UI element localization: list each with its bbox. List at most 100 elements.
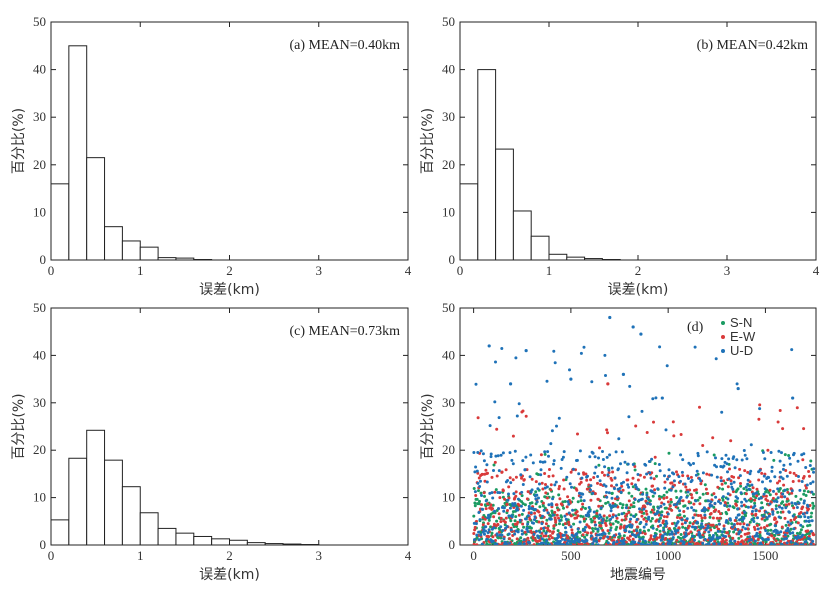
point-e-w [700,516,704,520]
point-u-d [759,496,763,500]
point-u-d [541,514,545,518]
point-u-d [631,463,635,466]
point-e-w [790,491,794,495]
point-u-d [629,542,633,545]
point-e-w [671,420,675,424]
point-s-n [564,478,568,482]
point-u-d [777,531,780,535]
point-s-n [513,519,517,523]
point-e-w [599,483,603,486]
point-u-d [779,475,783,479]
histogram-bar [477,69,497,261]
point-s-n [730,522,734,526]
point-e-w [719,476,723,480]
point-u-d [799,523,803,527]
point-u-d [658,469,662,473]
point-e-w [611,470,615,474]
point-e-w [776,420,780,424]
point-u-d [661,534,665,538]
point-s-n [638,528,642,532]
point-e-w [494,539,497,542]
point-u-d [613,487,616,491]
point-s-n [701,492,705,496]
point-s-n [489,525,493,529]
point-u-d [498,491,502,495]
point-e-w [768,488,772,492]
point-s-n [550,511,554,515]
point-u-d [696,451,700,455]
point-e-w [611,501,615,505]
point-u-d [502,509,506,513]
point-e-w [785,497,789,501]
point-u-d [547,454,550,458]
histogram-bar [50,183,70,261]
point-s-n [479,491,483,495]
point-u-d [746,505,750,509]
y-tick-label: 0 [40,252,47,267]
point-e-w [541,487,545,491]
point-u-d [791,531,795,535]
point-e-w [626,478,630,482]
point-u-d [768,479,772,483]
point-e-w [533,511,537,515]
point-u-d [609,517,613,521]
point-u-d [751,509,754,513]
point-e-w [499,520,503,524]
point-e-w [605,428,609,432]
point-u-d [497,507,500,511]
outlier-point [487,344,491,348]
point-s-n [784,523,788,527]
point-u-d [657,463,661,466]
point-u-d [492,469,495,472]
point-u-d [624,506,628,510]
point-u-d [591,491,595,495]
point-s-n [560,515,564,519]
point-e-w [773,517,777,521]
point-e-w [607,471,611,474]
point-s-n [789,527,793,531]
point-u-d [812,467,816,471]
point-u-d [485,537,489,541]
histogram-bar [139,512,159,546]
point-u-d [577,538,580,542]
point-u-d [641,537,645,541]
point-s-n [496,536,500,540]
point-e-w [698,502,702,506]
point-s-n [521,502,525,506]
point-u-d [690,506,694,510]
point-e-w [739,482,742,485]
point-u-d [587,506,591,509]
point-e-w [636,525,639,529]
point-e-w [596,497,600,501]
point-u-d [587,513,591,517]
point-e-w [668,527,671,530]
point-s-n [616,520,620,524]
point-u-d [775,500,779,504]
point-e-w [758,403,762,407]
point-u-d [659,504,663,508]
point-u-d [738,530,742,533]
x-tick-label: 1500 [752,548,778,563]
point-u-d [699,535,703,539]
y-axis-label: 百分比(%) [420,393,436,459]
x-axis-label: 误差(km) [608,282,669,298]
point-u-d [732,523,736,526]
point-e-w [597,504,601,508]
point-u-d [763,457,767,461]
point-u-d [516,508,520,512]
point-e-w [715,516,719,520]
point-u-d [558,519,562,523]
point-s-n [633,468,637,472]
y-tick-label: 10 [442,490,455,505]
point-u-d [508,451,512,455]
point-e-w [772,536,776,540]
point-e-w [782,483,786,487]
point-e-w [628,520,632,524]
point-u-d [736,496,740,500]
point-u-d [778,459,782,463]
point-u-d [711,536,715,540]
point-u-d [473,470,477,474]
point-u-d [570,537,574,541]
point-u-d [546,450,550,454]
